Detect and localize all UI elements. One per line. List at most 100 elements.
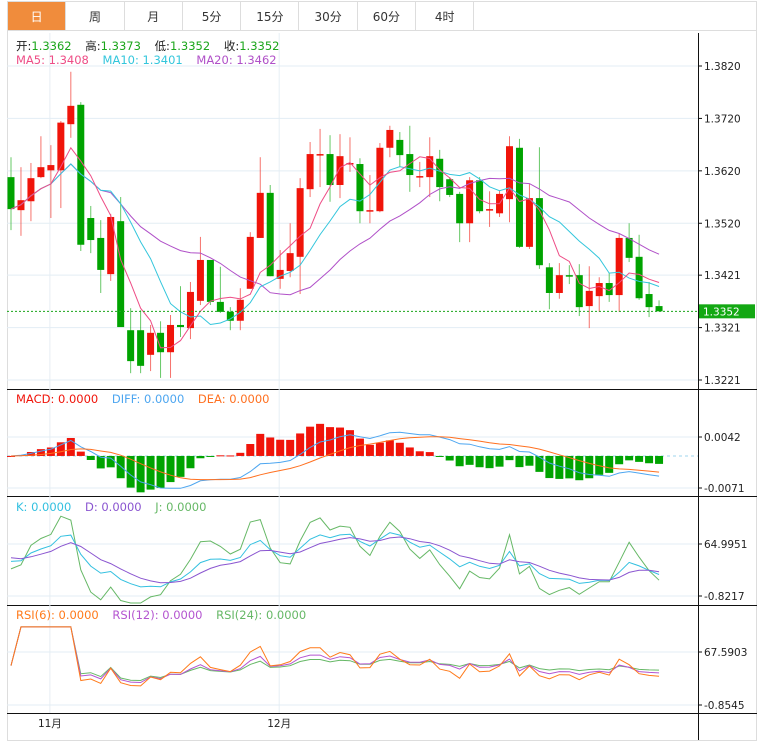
candle-body [266, 192, 274, 277]
macd-bar [56, 442, 65, 456]
macd-bar [635, 455, 644, 462]
price-tick-label: 1.3421 [704, 270, 741, 282]
tab-5分[interactable]: 5分 [183, 2, 242, 30]
candle [585, 266, 593, 329]
candle [326, 135, 334, 202]
j-line [10, 515, 660, 604]
candle-body [117, 221, 125, 328]
candle [206, 259, 214, 306]
macd-bar [326, 427, 335, 456]
candle [27, 162, 35, 222]
candle-body [346, 162, 354, 165]
macd-bar [206, 455, 215, 457]
close-value: 1.3352 [239, 39, 280, 53]
candle-body [565, 275, 573, 277]
candle [426, 137, 434, 198]
candle-body [206, 259, 214, 302]
macd-bar [655, 455, 664, 464]
ma10-legend: MA10: 1.3401 [102, 53, 183, 67]
macd-bar [445, 455, 454, 461]
dea-line [10, 436, 660, 481]
candle-body [246, 236, 254, 289]
candle [565, 265, 573, 285]
candle [525, 183, 533, 249]
candle-body [635, 256, 643, 299]
chart-frame [7, 31, 757, 741]
macd-bar [365, 444, 374, 456]
candle-body [476, 180, 484, 212]
candle [17, 167, 25, 236]
candle-body [615, 237, 623, 296]
candle-body [167, 324, 175, 353]
ohlc-readout: 开:1.3362 高:1.3373 低:1.3352 收:1.3352 [16, 38, 289, 54]
high-label: 高: [85, 39, 101, 53]
macd-bar [575, 455, 584, 481]
kdj-legend-k: K: 0.0000 [16, 500, 72, 514]
macd-bar [645, 455, 654, 464]
candle [506, 136, 513, 223]
last-price-label: 1.3352 [703, 306, 740, 318]
kdj-tick-label: 64.9951 [704, 539, 747, 551]
candle [37, 136, 45, 179]
macd-bar [286, 439, 295, 456]
rsi-legend-12: RSI(12): 0.0000 [112, 608, 203, 622]
candle [486, 191, 494, 227]
candle-body [137, 330, 145, 366]
candle [406, 125, 414, 192]
candle [47, 145, 55, 219]
candle-body [486, 209, 494, 211]
candle-body [256, 192, 264, 238]
candle [216, 266, 224, 313]
tab-周[interactable]: 周 [66, 2, 125, 30]
candle [625, 223, 633, 263]
candle-body [396, 139, 404, 156]
candle-body [157, 332, 165, 353]
price-tick-label: 1.3520 [704, 218, 741, 230]
tab-4时[interactable]: 4时 [416, 2, 475, 30]
candle-body [366, 210, 374, 212]
macd-bar [495, 455, 504, 467]
macd-bar [176, 455, 185, 477]
candle [57, 121, 65, 209]
macd-bar [46, 447, 55, 456]
candle [555, 263, 563, 299]
candle [466, 177, 474, 243]
tab-日[interactable]: 日 [8, 2, 67, 30]
candle-body [525, 198, 533, 247]
macd-bar [625, 455, 634, 461]
price-tick-label: 1.3620 [704, 166, 741, 178]
tab-30分[interactable]: 30分 [299, 2, 358, 30]
rsi-legend: RSI(6): 0.0000 RSI(12): 0.0000 RSI(24): … [16, 608, 316, 622]
macd-bar [475, 455, 484, 468]
candle-body [196, 259, 204, 301]
macd-bar [605, 455, 614, 473]
d-line [10, 536, 660, 584]
macd-bar [336, 427, 345, 456]
k-line [10, 532, 660, 588]
tab-15分[interactable]: 15分 [241, 2, 300, 30]
macd-bar [405, 447, 414, 456]
macd-bar [226, 455, 235, 457]
candle [386, 125, 394, 158]
candle-body [47, 165, 55, 171]
candles [7, 71, 663, 378]
candle [167, 314, 175, 378]
candle-body [655, 306, 663, 312]
candle-body [515, 147, 523, 247]
macd-bar [216, 455, 225, 457]
macd-bar [196, 455, 205, 459]
candle-body [316, 154, 324, 156]
candle-body [127, 330, 135, 362]
candle-body [376, 147, 384, 212]
macd-bar [615, 455, 624, 465]
macd-bar [166, 455, 175, 483]
macd-bar [136, 455, 145, 493]
candle [655, 300, 663, 312]
macd-bar [76, 451, 85, 456]
candle [635, 234, 643, 300]
tab-月[interactable]: 月 [125, 2, 183, 30]
tab-60分[interactable]: 60分 [358, 2, 417, 30]
candle-body [545, 267, 553, 293]
candle [137, 310, 145, 374]
